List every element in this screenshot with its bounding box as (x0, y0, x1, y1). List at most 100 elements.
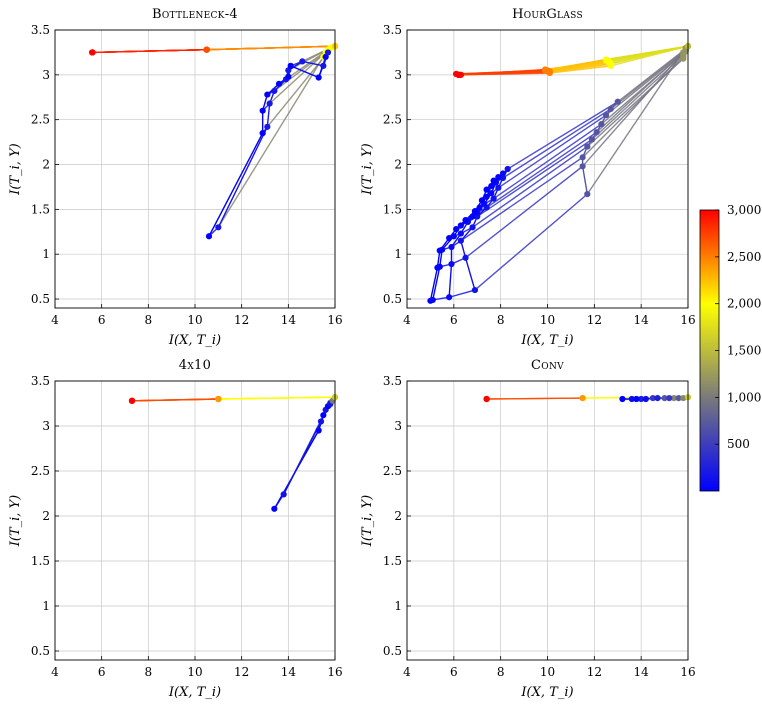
panel-4x10: 4 6 8 10 12 14 16 0.5 1 1.5 2 2.5 3 3.5 4x10 I(X, T_i) I… (8, 358, 343, 700)
epoch-link (302, 60, 324, 67)
trajectory-segment (206, 45, 336, 51)
colorbar-ticks: 500 1,000 1,500 2,000 2,500 3,000 (715, 203, 761, 451)
x-tick-label: 6 (98, 665, 106, 679)
data-point (675, 395, 682, 402)
y-tick-label: 3.5 (31, 23, 50, 37)
y-tick-label: 3 (42, 68, 50, 82)
data-point (315, 74, 322, 81)
data-point (642, 395, 649, 403)
x-tick-label: 12 (234, 313, 249, 327)
data-point (429, 296, 436, 304)
data-point (453, 225, 460, 233)
y-tick-label: 1.5 (383, 202, 402, 216)
x-tick-label: 6 (450, 313, 458, 327)
y-tick-label: 0.5 (31, 292, 50, 306)
data-point (215, 395, 222, 403)
data-point (638, 395, 645, 403)
data-point (203, 46, 210, 53)
colorbar-tick-label: 2,500 (727, 250, 761, 264)
x-tick-label: 14 (634, 665, 650, 679)
data-point (619, 395, 626, 403)
data-point (471, 286, 479, 294)
data-point (450, 233, 457, 240)
data-point (205, 233, 213, 240)
panel-title: Bottleneck-4 (152, 7, 238, 22)
y-tick-label: 1.5 (383, 554, 402, 568)
data-point (266, 100, 273, 107)
data-point (271, 505, 278, 512)
x-tick-label: 6 (450, 665, 458, 679)
x-tick-label: 12 (587, 313, 602, 327)
trajectory-segment (591, 54, 684, 140)
data-point (661, 395, 668, 402)
data-point (287, 62, 294, 69)
y-axis-label: I(T_i, Y) (8, 495, 23, 547)
x-tick-label: 16 (680, 665, 695, 679)
data-point (483, 186, 490, 193)
data-point (602, 112, 610, 119)
trajectory-segment (472, 146, 588, 228)
data-point (271, 87, 278, 95)
panel-title: HourGlass (512, 7, 583, 22)
x-axis-label: I(X, T_i) (168, 685, 221, 700)
data-point (436, 263, 443, 270)
colorbar-tick-label: 1,000 (727, 390, 761, 404)
data-point (483, 395, 490, 403)
y-tick-label: 0.5 (383, 292, 402, 306)
data-point (446, 294, 453, 301)
x-tick-label: 14 (281, 665, 297, 679)
y-tick-label: 3 (394, 419, 402, 433)
data-point (317, 418, 325, 425)
trajectory-segment (131, 398, 219, 402)
panel-conv: 4 6 8 10 12 14 16 0.5 1 1.5 2 2.5 3 3.5 Conv I(X, T_i) I… (360, 358, 696, 700)
trajectory-segment (465, 165, 584, 259)
series-marks (89, 43, 339, 240)
colorbar: 500 1,000 1,500 2,000 2,500 3,000 (699, 203, 761, 492)
epoch-link (208, 132, 264, 237)
data-point (320, 412, 327, 419)
epoch-link (283, 421, 322, 495)
trajectory-segment (269, 51, 327, 105)
y-axis-label: I(T_i, Y) (360, 143, 375, 195)
trajectory-segment (545, 59, 609, 71)
trajectory-segment (547, 60, 609, 72)
x-axis-label: I(X, T_i) (520, 333, 573, 348)
x-tick-label: 16 (327, 665, 342, 679)
trajectory-segment (617, 48, 687, 103)
y-tick-label: 1 (394, 599, 402, 613)
trajectory-segment (474, 193, 588, 291)
x-tick-label: 16 (680, 313, 695, 327)
data-point (628, 395, 635, 403)
data-point (584, 143, 591, 150)
y-tick-label: 1 (42, 247, 50, 261)
epoch-link (266, 103, 271, 127)
data-point (495, 173, 502, 181)
y-tick-label: 2 (394, 509, 402, 523)
x-tick-label: 10 (540, 313, 555, 327)
y-tick-label: 0.5 (31, 644, 50, 658)
colorbar-tick-label: 500 (727, 437, 750, 451)
y-tick-label: 3.5 (31, 374, 50, 388)
data-point (495, 184, 502, 191)
x-tick-label: 4 (51, 313, 59, 327)
trajectory-segment (549, 65, 611, 74)
data-point (259, 107, 266, 114)
x-tick-label: 12 (587, 665, 602, 679)
data-point (546, 69, 553, 77)
data-point (476, 204, 483, 211)
data-point (499, 174, 507, 182)
data-point (680, 395, 687, 402)
data-point (607, 62, 614, 69)
x-tick-label: 10 (187, 665, 202, 679)
x-tick-label: 10 (540, 665, 555, 679)
data-point (607, 105, 614, 113)
x-tick-label: 4 (51, 665, 59, 679)
trajectory-segment (486, 131, 598, 209)
data-point (588, 136, 596, 143)
data-point (215, 224, 222, 231)
data-point (483, 193, 490, 200)
panel-hourglass: 4 6 8 10 12 14 16 0.5 1 1.5 2 2.5 3 3.5 HourGlass I(X, … (360, 7, 696, 348)
data-point (579, 154, 586, 161)
y-tick-label: 2.5 (383, 113, 402, 127)
x-axis-label: I(X, T_i) (520, 685, 573, 700)
